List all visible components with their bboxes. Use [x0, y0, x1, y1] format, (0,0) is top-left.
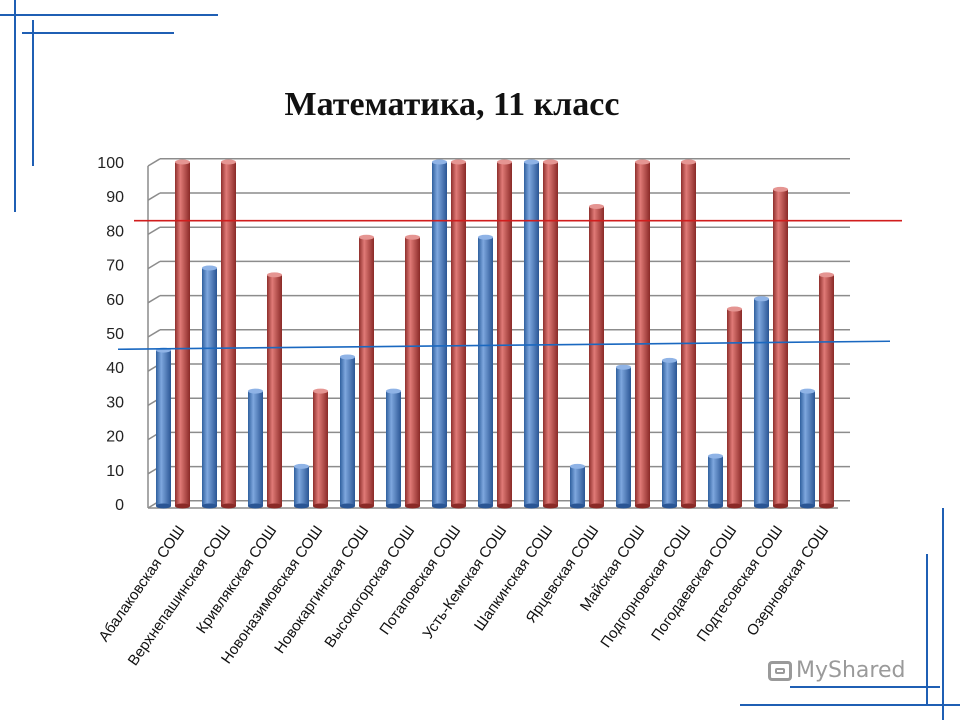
bar-blue-6: [432, 159, 447, 509]
y-tick-label-1: 10: [106, 463, 124, 480]
bar-blue-12: [708, 453, 723, 509]
bar-blue-8: [524, 159, 539, 509]
reference-line-blue: [117, 340, 891, 351]
bar-blue-3: [294, 463, 309, 509]
frame-line-top-left-h1: [0, 14, 218, 16]
gridline-depth-10: [147, 158, 161, 167]
category-label-2: Кривлякская СОШ: [193, 523, 280, 637]
gridline-depth-8: [147, 226, 161, 236]
bar-blue-10: [616, 364, 631, 509]
bar-red-2: [267, 272, 282, 509]
category-label-13: Подтесовская СОШ: [694, 523, 787, 645]
y-tick-label-9: 90: [106, 189, 124, 206]
category-label-12: Погодаевская СОШ: [648, 523, 740, 645]
y-tick-label-5: 50: [106, 326, 124, 343]
bar-red-3: [313, 388, 328, 509]
bar-red-12: [727, 306, 742, 509]
bar-blue-7: [478, 234, 493, 509]
watermark-text: MyShared: [796, 658, 906, 683]
bar-red-7: [497, 159, 512, 509]
category-label-6: Потаповская СОШ: [376, 523, 464, 638]
bar-red-11: [681, 159, 696, 509]
bar-red-0: [175, 159, 190, 509]
bar-blue-9: [570, 463, 585, 509]
bar-blue-4: [340, 354, 355, 509]
y-tick-label-0: 0: [115, 497, 124, 514]
bar-blue-0: [156, 347, 171, 509]
bar-red-13: [773, 186, 788, 509]
bar-blue-5: [386, 388, 401, 509]
frame-line-top-left-v1: [14, 0, 16, 212]
y-tick-label-4: 40: [106, 360, 124, 377]
frame-line-bottom-right-h1: [740, 704, 960, 706]
category-label-0: Абалаковская СОШ: [95, 523, 188, 645]
watermark: MyShared: [768, 658, 905, 683]
bar-red-1: [221, 159, 236, 509]
gridline-depth-7: [147, 260, 161, 270]
y-tick-label-10: 100: [97, 155, 124, 172]
bar-blue-2: [248, 388, 263, 509]
bar-red-10: [635, 159, 650, 509]
frame-line-bottom-right-v1: [942, 508, 944, 720]
y-tick-label-3: 30: [106, 394, 124, 411]
category-label-14: Озерновская СОШ: [744, 523, 833, 640]
chart-title: Математика, 11 класс: [284, 86, 620, 123]
category-label-11: Подгорновская СОШ: [597, 523, 694, 651]
gridline-depth-9: [147, 192, 161, 201]
bar-red-6: [451, 159, 466, 509]
y-tick-label-8: 80: [106, 223, 124, 240]
bar-red-9: [589, 203, 604, 509]
myshared-logo-icon: [768, 660, 792, 681]
category-label-5: Высокогорская СОШ: [321, 523, 418, 651]
bar-blue-1: [202, 265, 217, 509]
frame-line-top-left-h2: [22, 32, 174, 34]
bar-red-5: [405, 234, 420, 509]
bar-red-8: [543, 159, 558, 509]
bar-red-14: [819, 272, 834, 509]
gridline-depth-6: [147, 294, 161, 304]
y-tick-label-6: 60: [106, 292, 124, 309]
y-tick-label-2: 20: [106, 429, 124, 446]
frame-line-bottom-right-v2: [926, 554, 928, 706]
category-label-7: Усть-Кемская СОШ: [419, 523, 510, 643]
bar-red-4: [359, 234, 374, 509]
gridline-depth-5: [147, 329, 161, 338]
bar-blue-13: [754, 296, 769, 509]
frame-line-bottom-right-h2: [790, 686, 940, 688]
bar-blue-11: [662, 357, 677, 509]
y-tick-label-7: 70: [106, 258, 124, 275]
bar-blue-14: [800, 388, 815, 509]
frame-line-top-left-v2: [32, 20, 34, 166]
